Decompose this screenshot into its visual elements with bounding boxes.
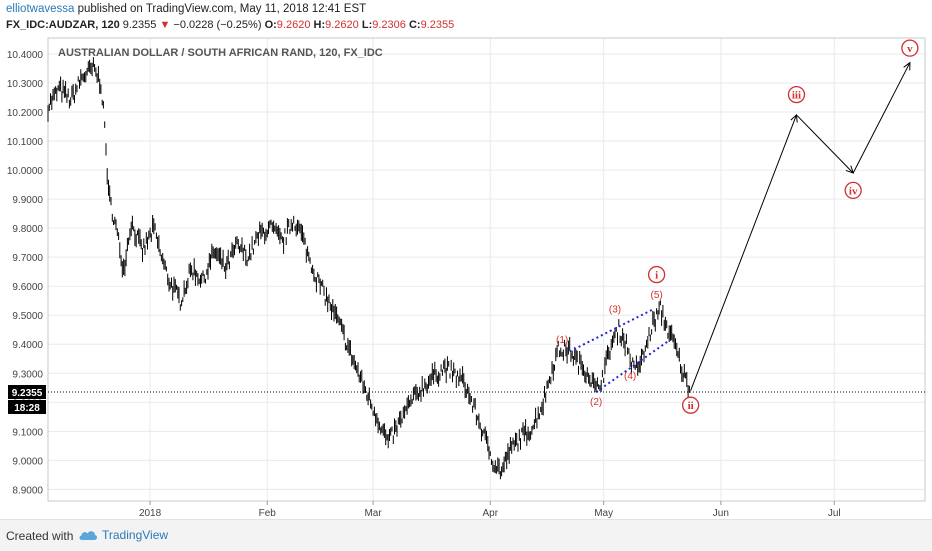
y-tick-label: 9.8000 [12,224,43,235]
y-axis: 10.4000 10.3000 10.2000 10.1000 10.0000 9.900… [7,50,44,496]
wave-label: iii [792,90,801,102]
last-price: 9.2355 [122,19,157,31]
publish-info: elliotwavessa published on TradingView.c… [6,3,366,15]
tradingview-cloud-icon [79,531,98,540]
high-value: 9.2620 [325,19,359,31]
published-text: published on TradingView.com, May 11, 20… [77,3,367,15]
time-tag-box [8,399,46,414]
close-value: 9.2355 [420,19,455,31]
close-label: C: [408,19,421,31]
trend-line [595,340,669,393]
y-tick-label: 9.9000 [12,195,43,206]
price-tag-box [8,384,46,399]
symbol: FX_IDC:AUDZAR, 120 [6,19,120,31]
y-tick-label: 10.0000 [7,166,44,177]
y-tick-label: 9.1000 [12,427,43,438]
wave-label: v [907,43,913,55]
y-tick-label: 8.9000 [12,485,43,496]
projection-arrow [796,114,853,173]
price-series [47,57,690,480]
y-tick-label: 10.3000 [7,79,44,90]
grid [48,38,925,501]
y-tick-label: 10.1000 [7,137,44,148]
wave-circle [681,396,700,414]
subwave-label: (1) [556,335,568,346]
high-label: H: [313,19,326,31]
wave-circle [844,181,862,200]
x-tick-label: 2018 [139,508,162,519]
y-tick-label: 10.4000 [7,50,44,61]
tradingview-brand: TradingView [102,528,169,542]
x-tick-label: Jun [713,508,729,519]
subwave-label: (2) [590,397,602,408]
subwave-label: (3) [609,304,621,315]
created-with-text: Created with [6,529,74,543]
current-price-marker: 9.2355 18:28 [8,384,925,414]
wave-circle [647,265,666,284]
x-axis: 2018 Feb Mar Apr May Jun Jul [139,501,841,519]
footer: Created with TradingView [0,519,932,551]
y-tick-label: 9.4000 [12,340,43,351]
x-tick-label: Apr [482,508,498,519]
projection-arrow [852,63,910,174]
wave-label: ii [688,400,694,412]
price-bars [47,57,690,480]
wave-label: iv [849,185,858,197]
projection-arrow [690,115,797,391]
x-tick-label: Mar [364,508,382,519]
subwave-label: (5) [650,290,662,301]
low-value: 9.2306 [372,19,406,31]
y-tick-label: 10.2000 [7,108,44,119]
plot-frame [47,37,926,502]
trend-line [569,308,654,353]
wave-circle [901,39,919,57]
x-tick-label: Feb [259,508,277,519]
x-tick-label: Jul [828,508,841,519]
open-value: 9.2620 [276,19,311,31]
y-tick-label: 9.7000 [12,253,43,264]
symbol-info: FX_IDC:AUDZAR, 120 9.2355 ▼ −0.0228 (−0.… [6,19,454,31]
tradingview-link[interactable]: TradingView [78,528,168,542]
time-tag-label: 18:28 [14,403,40,414]
down-arrow-icon: ▼ [159,19,171,31]
author-link[interactable]: elliotwavessa [6,3,75,15]
low-label: L: [361,19,373,31]
y-tick-label: 9.5000 [12,311,43,322]
y-tick-label: 9.0000 [12,456,43,467]
price-tag-label: 9.2355 [12,388,43,399]
y-tick-label: 9.6000 [12,282,43,293]
open-label: O: [264,19,277,31]
chart-title: AUSTRALIAN DOLLAR / SOUTH AFRICAN RAND, … [58,47,383,59]
x-tick-label: May [594,508,613,519]
subwave-label: (4) [624,371,636,382]
price-chart[interactable]: AUSTRALIAN DOLLAR / SOUTH AFRICAN RAND, … [0,0,932,519]
wave-label: i [655,270,658,282]
wave-circle [787,85,806,104]
price-change: −0.0228 (−0.25%) [173,19,262,31]
y-tick-label: 9.3000 [12,369,43,380]
